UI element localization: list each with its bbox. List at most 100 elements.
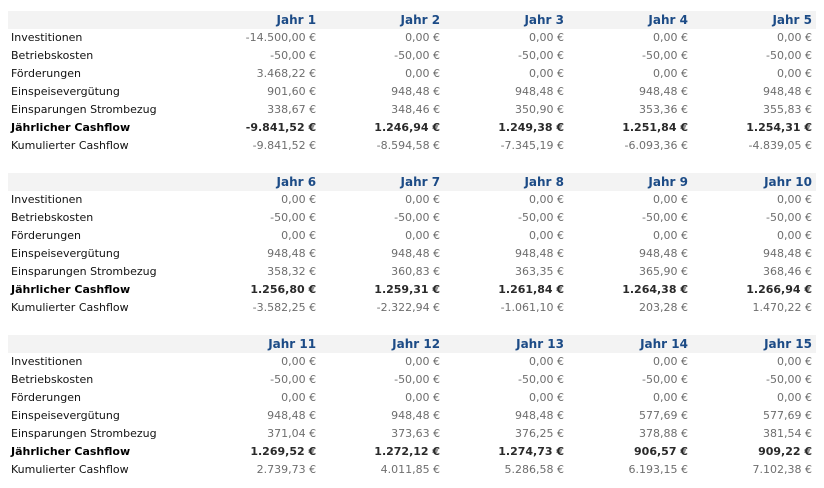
table-row: Investitionen -14.500,00 € 0,00 € 0,00 €…: [8, 29, 816, 47]
cashflow-table-years-1-5: Jahr 1 Jahr 2 Jahr 3 Jahr 4 Jahr 5 Inves…: [8, 11, 816, 155]
table-row: Betriebskosten -50,00 € -50,00 € -50,00 …: [8, 371, 816, 389]
value-cell: 338,67 €: [267, 103, 317, 116]
year-header: Jahr 2: [400, 13, 441, 27]
value-cell: -50,00 €: [518, 373, 565, 386]
value-cell: 0,00 €: [777, 355, 812, 368]
value-cell: 358,32 €: [267, 265, 317, 278]
table-row: Einspeisevergütung 948,48 € 948,48 € 948…: [8, 245, 816, 263]
value-cell: -1.061,10 €: [500, 301, 565, 314]
cumulative-cashflow-row: Kumulierter Cashflow -3.582,25 € -2.322,…: [8, 299, 816, 317]
row-label: Betriebskosten: [11, 211, 94, 224]
value-cell: -50,00 €: [642, 211, 688, 224]
value-cell: -50,00 €: [394, 211, 441, 224]
value-cell: 948,48 €: [391, 85, 441, 98]
table-row: Betriebskosten -50,00 € -50,00 € -50,00 …: [8, 47, 816, 65]
value-cell: 0,00 €: [405, 193, 441, 206]
header-row: Jahr 6 Jahr 7 Jahr 8 Jahr 9 Jahr 10: [8, 173, 816, 191]
value-cell: 368,46 €: [763, 265, 812, 278]
row-label: Kumulierter Cashflow: [11, 301, 129, 314]
value-cell: 1.266,94 €: [746, 283, 812, 296]
value-cell: 1.246,94 €: [374, 121, 441, 134]
value-cell: -50,00 €: [642, 49, 688, 62]
value-cell: 0,00 €: [529, 67, 565, 80]
value-cell: 203,28 €: [638, 301, 688, 314]
header-row: Jahr 1 Jahr 2 Jahr 3 Jahr 4 Jahr 5: [8, 11, 816, 29]
table-row: Förderungen 0,00 € 0,00 € 0,00 € 0,00 € …: [8, 389, 816, 407]
value-cell: 381,54 €: [763, 427, 812, 440]
value-cell: 365,90 €: [638, 265, 688, 278]
value-cell: 0,00 €: [405, 229, 441, 242]
cumulative-cashflow-row: Kumulierter Cashflow -9.841,52 € -8.594,…: [8, 137, 816, 155]
cumulative-cashflow-row: Kumulierter Cashflow 2.739,73 € 4.011,85…: [8, 461, 816, 479]
value-cell: -50,00 €: [394, 49, 441, 62]
value-cell: 4.011,85 €: [380, 463, 441, 476]
year-header: Jahr 8: [524, 175, 565, 189]
row-label: Investitionen: [11, 193, 83, 206]
cashflow-table-years-6-10: Jahr 6 Jahr 7 Jahr 8 Jahr 9 Jahr 10 Inve…: [8, 173, 816, 317]
value-cell: 376,25 €: [515, 427, 565, 440]
table-row: Einspeisevergütung 948,48 € 948,48 € 948…: [8, 407, 816, 425]
year-header: Jahr 1: [276, 13, 317, 27]
value-cell: 948,48 €: [763, 85, 812, 98]
value-cell: 348,46 €: [391, 103, 441, 116]
value-cell: 1.249,38 €: [498, 121, 565, 134]
value-cell: 0,00 €: [652, 391, 688, 404]
value-cell: 371,04 €: [267, 427, 317, 440]
value-cell: 948,48 €: [515, 85, 565, 98]
value-cell: 948,48 €: [763, 247, 812, 260]
year-header: Jahr 12: [392, 337, 441, 351]
table-row: Betriebskosten -50,00 € -50,00 € -50,00 …: [8, 209, 816, 227]
value-cell: 0,00 €: [529, 355, 565, 368]
year-header: Jahr 13: [516, 337, 565, 351]
value-cell: -50,00 €: [642, 373, 688, 386]
row-label: Kumulierter Cashflow: [11, 139, 129, 152]
value-cell: 350,90 €: [515, 103, 565, 116]
value-cell: 948,48 €: [638, 247, 688, 260]
value-cell: -50,00 €: [394, 373, 441, 386]
row-label: Förderungen: [11, 67, 81, 80]
value-cell: 1.251,84 €: [622, 121, 688, 134]
value-cell: -4.839,05 €: [748, 139, 812, 152]
row-label: Einsparungen Strombezug: [11, 265, 157, 278]
value-cell: -9.841,52 €: [245, 121, 317, 134]
value-cell: 378,88 €: [638, 427, 688, 440]
value-cell: 0,00 €: [777, 391, 812, 404]
value-cell: -3.582,25 €: [252, 301, 317, 314]
value-cell: 0,00 €: [281, 355, 317, 368]
row-label: Betriebskosten: [11, 373, 94, 386]
value-cell: 1.274,73 €: [498, 445, 565, 458]
table-row: Einsparungen Strombezug 338,67 € 348,46 …: [8, 101, 816, 119]
value-cell: 360,83 €: [391, 265, 441, 278]
value-cell: 948,48 €: [391, 247, 441, 260]
value-cell: 948,48 €: [267, 409, 317, 422]
value-cell: -6.093,36 €: [624, 139, 688, 152]
value-cell: 0,00 €: [652, 31, 688, 44]
annual-cashflow-row: Jährlicher Cashflow 1.256,80 € 1.259,31 …: [8, 281, 816, 299]
value-cell: 1.470,22 €: [752, 301, 812, 314]
year-header: Jahr 3: [524, 13, 565, 27]
row-label: Förderungen: [11, 229, 81, 242]
year-header: Jahr 14: [640, 337, 688, 351]
header-label-cell: [8, 173, 196, 191]
row-label: Investitionen: [11, 355, 83, 368]
value-cell: 1.261,84 €: [498, 283, 565, 296]
value-cell: 353,36 €: [638, 103, 688, 116]
table-row: Einsparungen Strombezug 371,04 € 373,63 …: [8, 425, 816, 443]
value-cell: 0,00 €: [405, 31, 441, 44]
value-cell: 1.254,31 €: [746, 121, 812, 134]
value-cell: 1.272,12 €: [374, 445, 441, 458]
value-cell: 0,00 €: [652, 193, 688, 206]
value-cell: 0,00 €: [529, 391, 565, 404]
value-cell: 0,00 €: [405, 355, 441, 368]
row-label: Förderungen: [11, 391, 81, 404]
table-row: Förderungen 3.468,22 € 0,00 € 0,00 € 0,0…: [8, 65, 816, 83]
value-cell: 5.286,58 €: [504, 463, 565, 476]
value-cell: 0,00 €: [777, 67, 812, 80]
value-cell: 0,00 €: [777, 31, 812, 44]
table-row: Investitionen 0,00 € 0,00 € 0,00 € 0,00 …: [8, 191, 816, 209]
value-cell: 355,83 €: [763, 103, 812, 116]
value-cell: 0,00 €: [281, 391, 317, 404]
value-cell: -50,00 €: [518, 211, 565, 224]
year-header: Jahr 9: [648, 175, 688, 189]
value-cell: 948,48 €: [267, 247, 317, 260]
